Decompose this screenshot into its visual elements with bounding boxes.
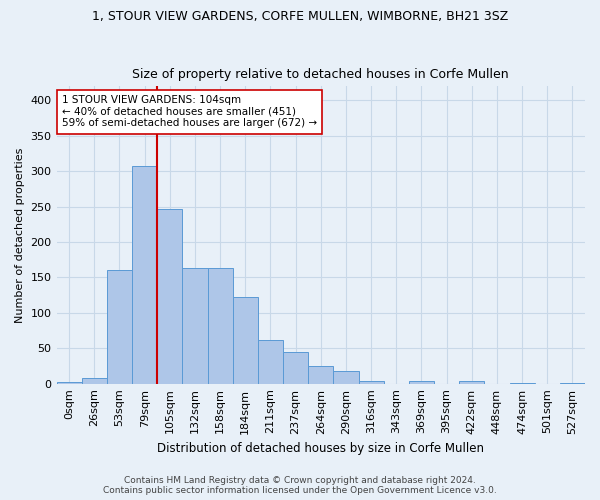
Bar <box>334 371 359 384</box>
Bar <box>182 268 208 384</box>
Bar <box>132 166 157 384</box>
Bar <box>560 383 585 384</box>
X-axis label: Distribution of detached houses by size in Corfe Mullen: Distribution of detached houses by size … <box>157 442 484 455</box>
Bar <box>82 378 107 384</box>
Y-axis label: Number of detached properties: Number of detached properties <box>15 148 25 322</box>
Title: Size of property relative to detached houses in Corfe Mullen: Size of property relative to detached ho… <box>133 68 509 81</box>
Bar <box>283 352 308 384</box>
Text: 1, STOUR VIEW GARDENS, CORFE MULLEN, WIMBORNE, BH21 3SZ: 1, STOUR VIEW GARDENS, CORFE MULLEN, WIM… <box>92 10 508 23</box>
Bar <box>509 383 535 384</box>
Bar <box>359 381 383 384</box>
Text: 1 STOUR VIEW GARDENS: 104sqm
← 40% of detached houses are smaller (451)
59% of s: 1 STOUR VIEW GARDENS: 104sqm ← 40% of de… <box>62 96 317 128</box>
Bar <box>107 270 132 384</box>
Bar <box>157 209 182 384</box>
Text: Contains HM Land Registry data © Crown copyright and database right 2024.
Contai: Contains HM Land Registry data © Crown c… <box>103 476 497 495</box>
Bar <box>258 340 283 384</box>
Bar <box>208 268 233 384</box>
Bar <box>233 298 258 384</box>
Bar <box>459 381 484 384</box>
Bar <box>56 382 82 384</box>
Bar <box>308 366 334 384</box>
Bar <box>409 381 434 384</box>
